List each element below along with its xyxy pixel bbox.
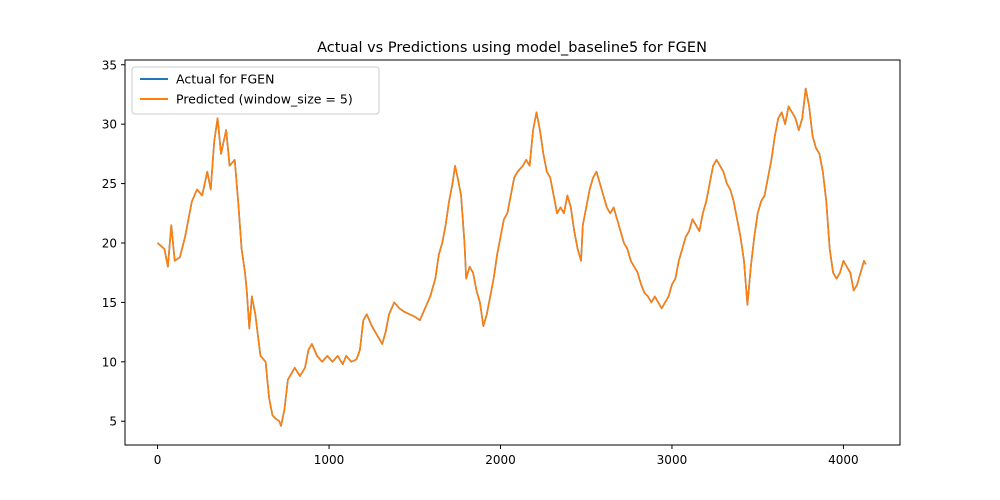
legend: Actual for FGEN Predicted (window_size =… (131, 66, 380, 115)
plot-area (157, 87, 867, 427)
axis-ticks: 0 1000 2000 3000 4000 5 10 15 20 25 30 35 (102, 58, 859, 467)
x-tick-label: 4000 (828, 453, 859, 467)
y-tick-label: 30 (102, 118, 117, 132)
y-tick-label: 5 (109, 415, 117, 429)
axes-frame (124, 59, 901, 446)
y-tick-label: 15 (102, 296, 117, 310)
legend-label-predicted: Predicted (window_size = 5) (176, 92, 353, 107)
legend-box (131, 66, 380, 115)
y-tick-label: 20 (102, 236, 117, 250)
series-line-predicted (157, 87, 867, 427)
x-tick-label: 3000 (657, 453, 688, 467)
y-tick-label: 35 (102, 58, 117, 72)
x-tick-label: 1000 (314, 453, 345, 467)
x-tick-label: 2000 (485, 453, 516, 467)
chart-title: Actual vs Predictions using model_baseli… (317, 40, 707, 56)
legend-label-actual: Actual for FGEN (176, 72, 274, 87)
x-tick-label: 0 (154, 453, 162, 467)
y-tick-label: 25 (102, 177, 117, 191)
y-tick-label: 10 (102, 355, 117, 369)
